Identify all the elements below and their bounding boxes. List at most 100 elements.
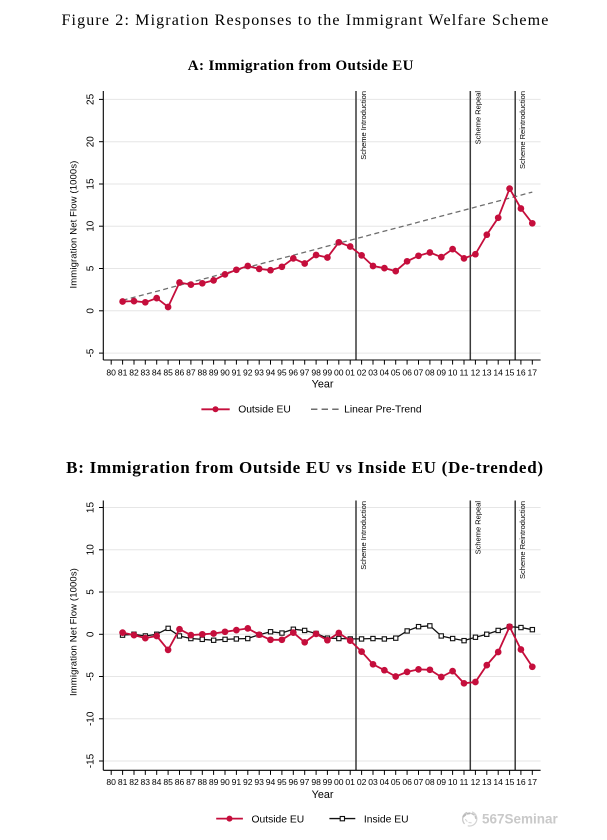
svg-text:-5: -5 [86,672,97,681]
svg-text:Inside EU: Inside EU [364,814,409,825]
svg-text:Immigration Net Flow (1000s): Immigration Net Flow (1000s) [69,161,80,289]
svg-text:01: 01 [345,367,355,377]
svg-text:89: 89 [209,777,219,787]
svg-text:-15: -15 [86,753,97,768]
svg-text:Figure 2: Migration Responses: Figure 2: Migration Responses to the Imm… [61,12,549,29]
svg-text:11: 11 [460,367,469,377]
svg-text:81: 81 [118,367,128,377]
svg-text:96: 96 [289,367,299,377]
svg-text:88: 88 [198,777,208,787]
svg-text:85: 85 [163,777,173,787]
svg-text:25: 25 [86,93,97,105]
svg-text:03: 03 [368,777,378,787]
svg-text:00: 00 [334,367,344,377]
svg-text:05: 05 [391,367,401,377]
svg-text:81: 81 [118,777,128,787]
svg-text:14: 14 [493,367,503,377]
svg-text:08: 08 [425,777,435,787]
svg-text:5: 5 [86,589,97,595]
svg-text:96: 96 [289,777,299,787]
svg-text:82: 82 [129,367,139,377]
svg-text:86: 86 [175,777,185,787]
svg-text:Scheme Repeal: Scheme Repeal [473,501,482,555]
svg-text:84: 84 [152,367,162,377]
svg-text:86: 86 [175,367,185,377]
svg-text:15: 15 [86,178,97,190]
svg-text:10: 10 [448,367,458,377]
svg-text:80: 80 [106,367,116,377]
svg-text:12: 12 [471,367,481,377]
svg-text:01: 01 [345,777,355,787]
svg-text:0: 0 [86,308,97,314]
svg-text:95: 95 [277,777,287,787]
svg-text:97: 97 [300,777,310,787]
svg-text:Scheme Reintroduction: Scheme Reintroduction [518,501,527,579]
svg-text:08: 08 [425,367,435,377]
svg-text:Year: Year [312,379,334,391]
svg-text:07: 07 [414,777,424,787]
svg-text:14: 14 [493,777,503,787]
svg-text:83: 83 [141,777,151,787]
svg-text:Scheme Introduction: Scheme Introduction [359,501,368,570]
svg-text:13: 13 [482,777,492,787]
svg-text:91: 91 [232,777,242,787]
svg-text:92: 92 [243,367,253,377]
svg-text:12: 12 [471,777,481,787]
svg-text:94: 94 [266,777,276,787]
svg-text:02: 02 [357,367,367,377]
svg-text:91: 91 [232,367,242,377]
svg-text:04: 04 [380,777,390,787]
svg-text:0: 0 [86,631,97,637]
svg-text:Scheme Repeal: Scheme Repeal [473,91,482,145]
svg-text:Linear Pre-Trend: Linear Pre-Trend [344,405,422,416]
svg-text:84: 84 [152,777,162,787]
svg-text:93: 93 [254,367,264,377]
svg-text:99: 99 [323,367,333,377]
svg-text:B: Immigration from Outside EU: B: Immigration from Outside EU vs Inside… [66,458,544,477]
svg-text:88: 88 [198,367,208,377]
svg-text:06: 06 [402,777,412,787]
svg-text:10: 10 [448,777,458,787]
svg-text:06: 06 [402,367,412,377]
svg-text:Outside EU: Outside EU [238,405,291,416]
svg-text:16: 16 [516,777,526,787]
svg-text:Immigration Net Flow (1000s): Immigration Net Flow (1000s) [69,568,80,696]
svg-text:98: 98 [311,367,321,377]
svg-text:10: 10 [86,220,97,232]
svg-text:98: 98 [311,777,321,787]
svg-text:Outside EU: Outside EU [252,814,305,825]
svg-text:A: Immigration from Outside EU: A: Immigration from Outside EU [188,58,414,74]
svg-text:94: 94 [266,367,276,377]
svg-text:09: 09 [437,367,447,377]
svg-text:5: 5 [86,265,97,271]
svg-text:Scheme Introduction: Scheme Introduction [359,91,368,160]
svg-text:567Seminar: 567Seminar [482,812,559,827]
svg-text:85: 85 [163,367,173,377]
svg-text:17: 17 [528,367,538,377]
svg-text:15: 15 [505,367,515,377]
svg-text:13: 13 [482,367,492,377]
svg-text:90: 90 [220,367,230,377]
svg-text:80: 80 [106,777,116,787]
svg-text:83: 83 [141,367,151,377]
svg-text:87: 87 [186,367,196,377]
svg-text:07: 07 [414,367,424,377]
svg-text:00: 00 [334,777,344,787]
svg-text:97: 97 [300,367,310,377]
svg-text:Year: Year [312,789,334,801]
svg-text:15: 15 [86,502,97,514]
svg-text:Scheme Reintroduction: Scheme Reintroduction [518,91,527,169]
svg-text:05: 05 [391,777,401,787]
svg-text:-5: -5 [86,348,97,357]
svg-text:04: 04 [380,367,390,377]
svg-text:90: 90 [220,777,230,787]
svg-text:82: 82 [129,777,139,787]
svg-text:89: 89 [209,367,219,377]
svg-text:92: 92 [243,777,253,787]
svg-text:02: 02 [357,777,367,787]
svg-text:11: 11 [460,777,469,787]
svg-text:99: 99 [323,777,333,787]
svg-text:95: 95 [277,367,287,377]
svg-text:09: 09 [437,777,447,787]
svg-text:93: 93 [254,777,264,787]
